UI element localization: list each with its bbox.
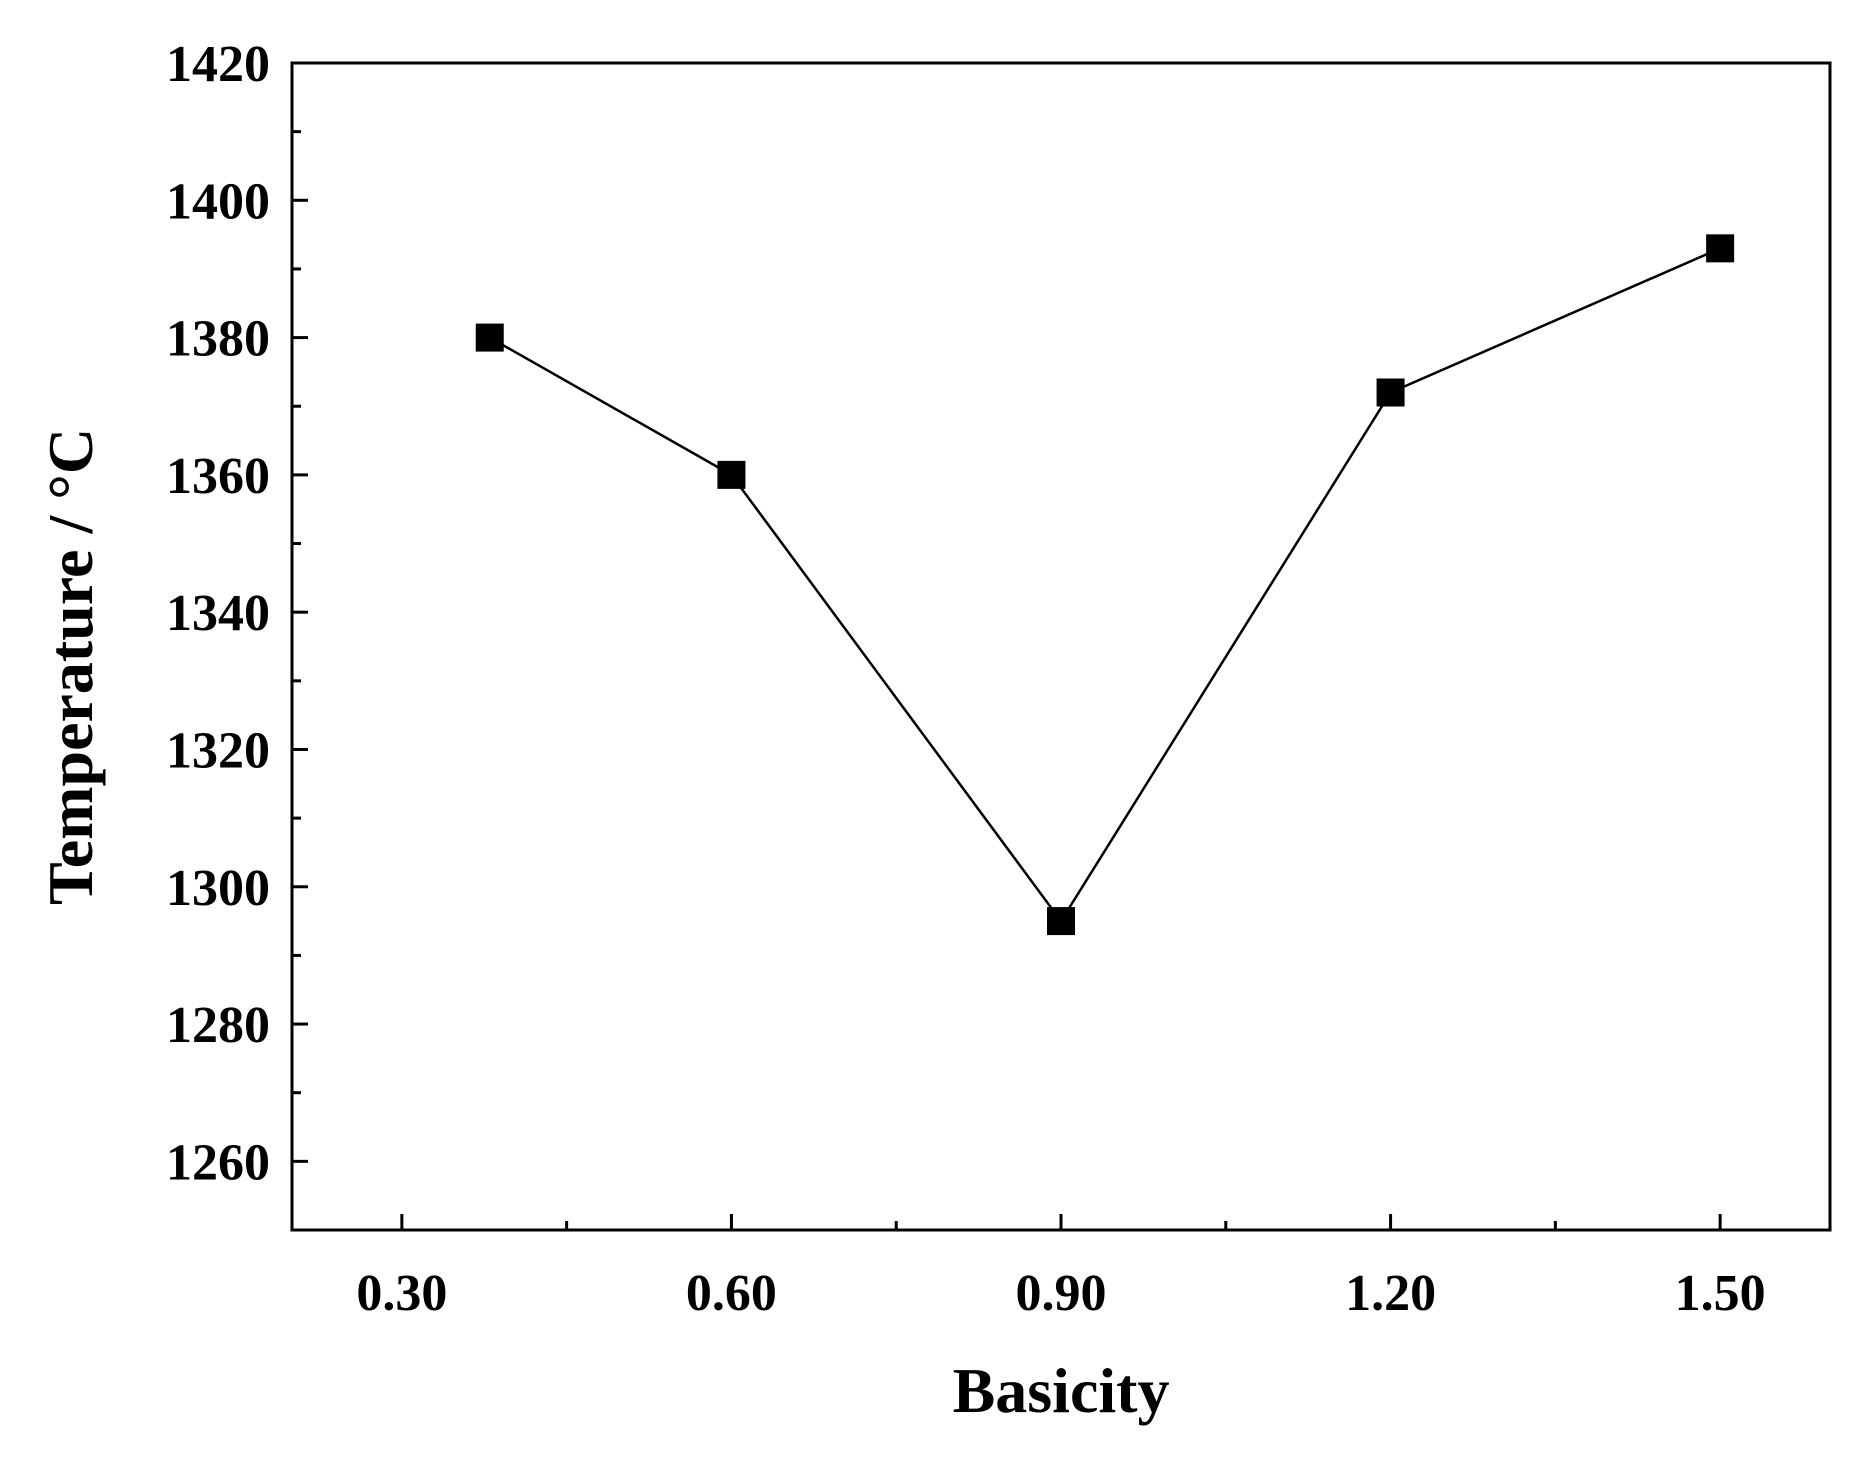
y-axis-ticks: 1260 1280 1300 1320 1340 1360 1380 1400 1420: [166, 36, 308, 1191]
data-point: [1376, 378, 1405, 407]
x-tick-label: 0.30: [356, 1265, 447, 1322]
series-line: [489, 247, 1721, 924]
x-tick-label: 0.90: [1016, 1265, 1107, 1322]
y-axis-title: Temperature / °C: [35, 428, 106, 905]
x-tick-label: 1.20: [1345, 1265, 1436, 1322]
series-group: [475, 234, 1735, 936]
data-point: [717, 460, 746, 489]
y-tick-label: 1280: [166, 997, 270, 1054]
data-point: [475, 323, 504, 352]
x-tick-label: 1.50: [1675, 1265, 1766, 1322]
y-tick-label: 1320: [166, 722, 270, 779]
plot-frame: [290, 61, 1832, 1232]
y-tick-label: 1340: [166, 585, 270, 642]
y-tick-label: 1380: [166, 311, 270, 368]
y-tick-label: 1260: [166, 1134, 270, 1191]
x-axis-ticks: 0.30 0.60 0.90 1.20 1.50: [356, 1214, 1766, 1322]
y-tick-label: 1400: [166, 173, 270, 230]
data-point: [1706, 234, 1735, 263]
y-tick-label: 1360: [166, 448, 270, 505]
x-tick-label: 0.60: [686, 1265, 777, 1322]
data-point: [1047, 907, 1075, 936]
plot-border: [290, 61, 1832, 1232]
y-tick-label: 1300: [166, 860, 270, 917]
x-axis-title: Basicity: [953, 1355, 1170, 1426]
y-tick-label: 1420: [166, 36, 270, 93]
